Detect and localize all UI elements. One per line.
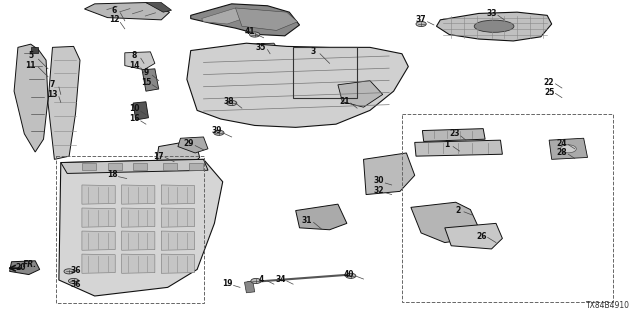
Polygon shape: [10, 261, 40, 275]
Text: 4: 4: [259, 276, 264, 284]
Polygon shape: [161, 208, 195, 227]
Text: 32: 32: [374, 186, 384, 195]
Polygon shape: [59, 159, 223, 296]
Text: 23: 23: [449, 129, 460, 138]
Polygon shape: [422, 129, 485, 141]
Text: 5: 5: [28, 52, 33, 60]
Polygon shape: [122, 208, 155, 227]
Polygon shape: [296, 204, 347, 230]
Circle shape: [64, 269, 74, 274]
Text: 38: 38: [224, 97, 234, 106]
Text: 20: 20: [15, 263, 26, 272]
Text: 30: 30: [374, 176, 384, 185]
Polygon shape: [142, 69, 159, 91]
Polygon shape: [31, 47, 38, 53]
Text: 25: 25: [544, 88, 554, 97]
Text: 15: 15: [141, 78, 151, 87]
Text: 8: 8: [132, 52, 137, 60]
Ellipse shape: [561, 145, 577, 153]
Polygon shape: [48, 46, 80, 159]
Circle shape: [346, 273, 356, 278]
Text: 2: 2: [455, 206, 460, 215]
Text: 36: 36: [70, 280, 81, 289]
Text: 12: 12: [109, 15, 119, 24]
Polygon shape: [338, 81, 383, 107]
Polygon shape: [82, 231, 115, 250]
Text: 35: 35: [256, 43, 266, 52]
Polygon shape: [125, 52, 155, 70]
Ellipse shape: [474, 20, 514, 32]
Polygon shape: [133, 163, 147, 170]
Polygon shape: [187, 43, 408, 127]
Polygon shape: [178, 137, 208, 153]
Text: 40: 40: [344, 270, 354, 279]
Text: 33: 33: [486, 9, 497, 18]
Text: 19: 19: [222, 279, 232, 288]
Polygon shape: [82, 208, 115, 227]
Text: 11: 11: [26, 61, 36, 70]
Text: 22: 22: [544, 78, 554, 87]
Text: 37: 37: [416, 15, 426, 24]
Circle shape: [227, 100, 237, 106]
Circle shape: [68, 278, 79, 284]
Polygon shape: [14, 44, 48, 152]
Polygon shape: [122, 185, 155, 204]
Polygon shape: [82, 254, 115, 273]
Polygon shape: [161, 231, 195, 250]
Circle shape: [251, 278, 261, 284]
Text: FR.: FR.: [22, 260, 36, 269]
Text: 7: 7: [50, 80, 55, 89]
Polygon shape: [108, 163, 122, 170]
Text: 36: 36: [70, 266, 81, 275]
Polygon shape: [157, 140, 200, 169]
Polygon shape: [202, 8, 253, 24]
Text: 31: 31: [302, 216, 312, 225]
Polygon shape: [161, 185, 195, 204]
Text: 21: 21: [339, 97, 349, 106]
Polygon shape: [244, 281, 255, 293]
Circle shape: [250, 32, 260, 37]
Polygon shape: [82, 185, 115, 204]
Text: 29: 29: [184, 139, 194, 148]
Polygon shape: [84, 3, 170, 20]
Polygon shape: [146, 3, 172, 12]
Circle shape: [214, 130, 224, 135]
Text: 14: 14: [129, 61, 140, 70]
Text: 10: 10: [129, 104, 140, 113]
Text: 3: 3: [311, 47, 316, 56]
Text: 18: 18: [107, 170, 117, 179]
Text: TX84B4910: TX84B4910: [586, 301, 630, 310]
Polygon shape: [445, 223, 502, 249]
Text: 1: 1: [444, 140, 449, 149]
Text: 41: 41: [244, 27, 255, 36]
Polygon shape: [411, 202, 479, 243]
Polygon shape: [251, 43, 280, 55]
Text: 24: 24: [557, 139, 567, 148]
Polygon shape: [82, 163, 96, 170]
Polygon shape: [364, 153, 415, 195]
Text: 9: 9: [143, 68, 148, 77]
Polygon shape: [549, 138, 588, 159]
Polygon shape: [236, 8, 298, 30]
Text: 6: 6: [111, 6, 116, 15]
Text: 28: 28: [557, 148, 567, 157]
Polygon shape: [191, 4, 300, 36]
Text: 13: 13: [47, 90, 58, 99]
Polygon shape: [61, 159, 208, 173]
Text: 34: 34: [275, 276, 285, 284]
Polygon shape: [415, 140, 502, 156]
Polygon shape: [436, 12, 552, 41]
Polygon shape: [122, 231, 155, 250]
Text: 16: 16: [129, 114, 140, 123]
Text: 26: 26: [476, 232, 486, 241]
Circle shape: [416, 21, 426, 27]
Text: 17: 17: [154, 152, 164, 161]
Polygon shape: [189, 163, 203, 170]
Polygon shape: [161, 254, 195, 273]
Polygon shape: [163, 163, 177, 170]
Text: 39: 39: [211, 126, 221, 135]
Polygon shape: [133, 102, 148, 120]
Polygon shape: [122, 254, 155, 273]
